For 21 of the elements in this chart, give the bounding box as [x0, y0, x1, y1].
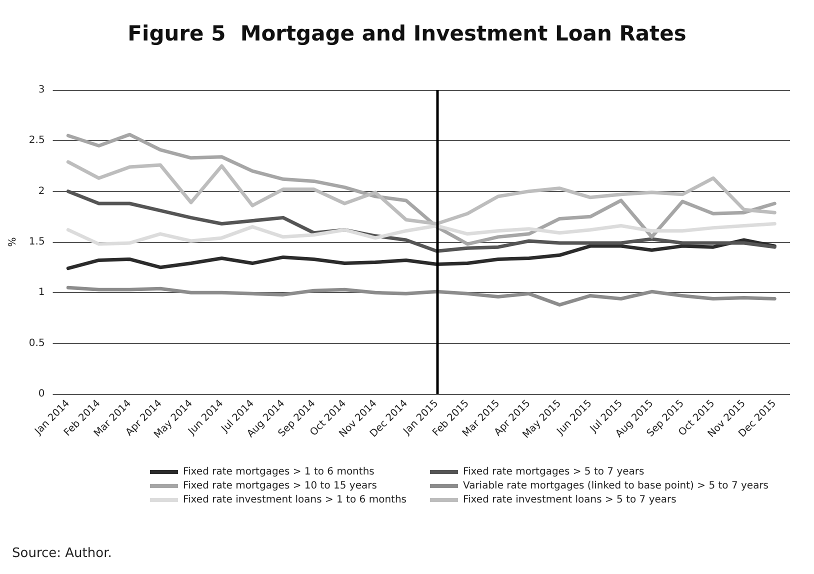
legend-label: Fixed rate investment loans > 5 to 7 years	[463, 494, 676, 506]
legend-label: Variable rate mortgages (linked to base point) > 5 to 7 years	[463, 480, 769, 492]
legend-label: Fixed rate mortgages > 10 to 15 years	[183, 480, 377, 492]
y-tick-label: 0	[38, 388, 45, 400]
y-axis-title: %	[8, 237, 18, 247]
line-series	[66, 238, 776, 270]
legend-label: Fixed rate mortgages > 5 to 7 years	[463, 466, 644, 478]
chart-title: Figure 5 Mortgage and Investment Loan Rates	[128, 22, 686, 46]
y-tick-label: 1.5	[28, 236, 45, 248]
line-series	[66, 222, 776, 246]
y-tick-label: 2.5	[28, 135, 45, 146]
legend-label: Fixed rate mortgages > 1 to 6 months	[183, 466, 374, 478]
y-tick-label: 1	[38, 287, 45, 298]
line-series	[66, 286, 776, 307]
line-series	[66, 132, 776, 246]
line-series	[66, 160, 776, 226]
y-tick-label: 3	[38, 84, 45, 96]
source-note: Source: Author.	[12, 546, 112, 561]
legend-label: Fixed rate investment loans > 1 to 6 months	[183, 494, 407, 506]
y-tick-label: 2	[38, 186, 45, 197]
y-tick-label: 0.5	[28, 338, 45, 349]
